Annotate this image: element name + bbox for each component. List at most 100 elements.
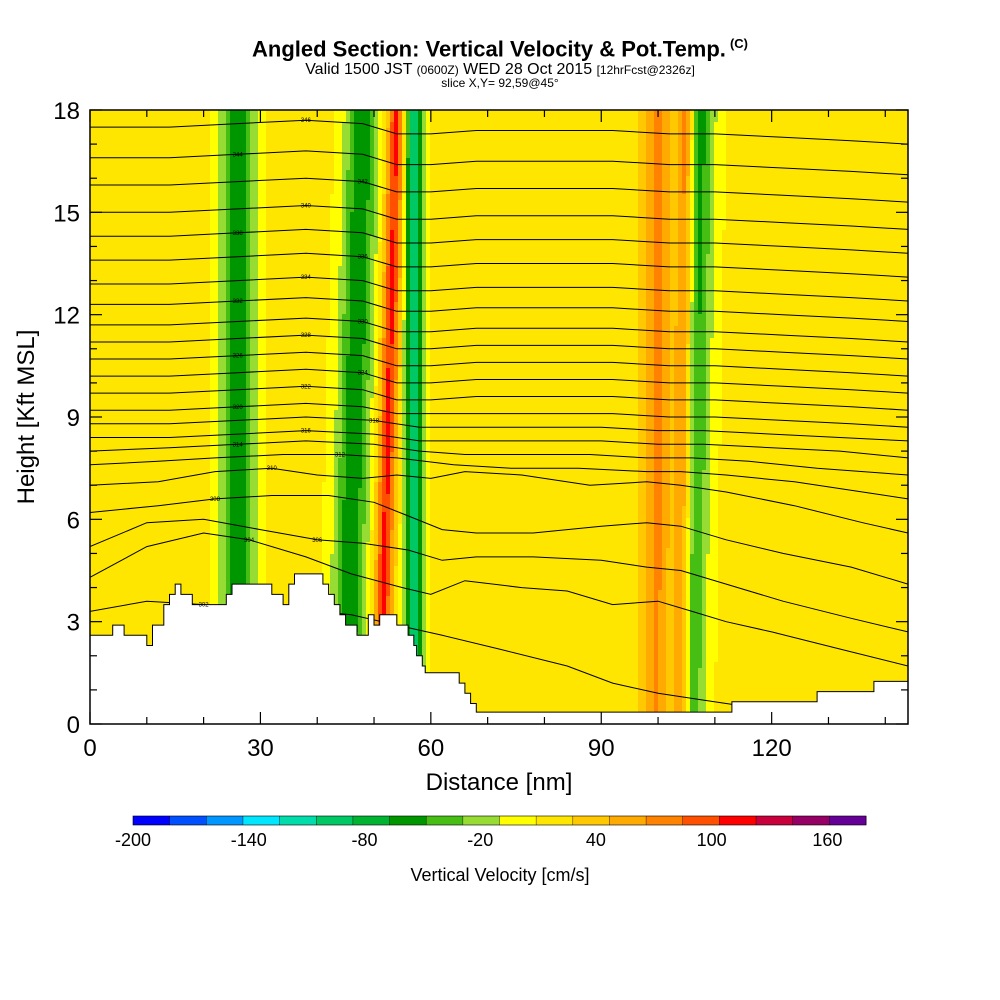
x-tick-label: 0 [83, 735, 96, 762]
colorbar-swatch [242, 816, 281, 825]
colorbar-swatch [719, 816, 757, 825]
colorbar-tick-label: -140 [231, 830, 267, 850]
theta-isoline [90, 204, 908, 230]
colorbar-label: Vertical Velocity [cm/s] [410, 865, 589, 885]
theta-isoline [90, 518, 908, 633]
colorbar-swatch [756, 816, 794, 825]
chart-title-tag: (C) [729, 36, 748, 51]
chart-title: Angled Section: Vertical Velocity & Pot.… [0, 36, 1000, 62]
colorbar-swatch [499, 816, 537, 825]
colorbar: -200 -140 -80 -20 40 100 160 [115, 815, 867, 850]
theta-isoline-label: 314 [233, 442, 244, 448]
colorbar-tick-label: 40 [586, 830, 606, 850]
colorbar-swatch [352, 816, 391, 825]
colorbar-swatch [426, 816, 464, 825]
y-tick-label: 18 [53, 98, 80, 125]
theta-isoline [90, 177, 908, 203]
theta-isoline [90, 351, 908, 377]
colorbar-swatch [609, 816, 647, 825]
theta-isoline-label: 310 [267, 466, 278, 472]
theta-isoline [90, 150, 908, 176]
y-tick-label: 12 [53, 303, 80, 330]
y-tick-label: 0 [67, 712, 80, 739]
colorbar-swatch [462, 816, 500, 825]
x-tick-label: 90 [588, 735, 615, 762]
theta-isoline [90, 297, 908, 322]
theta-isoline [90, 119, 908, 145]
theta-isoline [90, 416, 908, 442]
terrain [89, 573, 909, 725]
chart-title-text: Angled Section: Vertical Velocity & Pot.… [252, 36, 726, 62]
theta-isoline-label: 328 [301, 333, 312, 339]
colorbar-swatch [133, 816, 171, 825]
theta-isoline [90, 467, 908, 534]
colorbar-swatch [169, 816, 207, 825]
theta-isoline-label: 346 [301, 118, 312, 124]
valid-time-label: Valid 1500 JST [305, 61, 413, 78]
theta-isoline [90, 532, 908, 667]
theta-isoline-label: 322 [301, 384, 312, 390]
theta-isoline-label: 304 [244, 538, 255, 544]
theta-isoline [90, 252, 908, 278]
theta-isoline [90, 440, 908, 476]
theta-isoline-label: 326 [233, 354, 244, 360]
theta-isoline-label: 324 [358, 371, 369, 377]
theta-isolines [90, 119, 908, 708]
theta-isoline-label: 320 [233, 405, 244, 411]
colorbar-swatch [206, 816, 244, 825]
theta-isoline [90, 430, 908, 459]
theta-isoline-label: 338 [233, 231, 244, 237]
theta-isoline [90, 495, 908, 585]
theta-isoline-label: 302 [199, 603, 210, 609]
theta-isoline [90, 402, 908, 428]
axis-ticks: 0 30 60 90 120 0 3 6 9 12 15 18 [53, 98, 908, 762]
x-tick-label: 60 [417, 735, 444, 762]
theta-isoline-label: 312 [335, 453, 346, 459]
theta-isoline-label: 342 [358, 180, 369, 186]
y-tick-label: 9 [67, 405, 80, 432]
theta-isoline [90, 454, 908, 500]
forecast-label: [12hrFcst@2326z] [596, 63, 695, 77]
colorbar-swatch [646, 816, 684, 825]
x-tick-label: 30 [247, 735, 274, 762]
colorbar-swatch [316, 816, 354, 825]
theta-isoline [90, 368, 908, 394]
theta-isoline-label: 344 [233, 152, 244, 158]
theta-isoline [90, 334, 908, 360]
y-tick-label: 6 [67, 507, 80, 534]
colorbar-swatch [829, 816, 867, 825]
colorbar-tick-label: 160 [812, 830, 842, 850]
theta-isoline-label: 318 [369, 418, 380, 424]
y-tick-label: 3 [67, 610, 80, 637]
theta-isoline-label: 308 [210, 497, 221, 503]
colorbar-swatch [572, 816, 610, 825]
slice-label: slice X,Y= 92,59@45° [441, 76, 559, 90]
theta-isoline-label: 332 [233, 299, 244, 305]
theta-isoline-label: 306 [312, 538, 323, 544]
colorbar-swatch [279, 816, 317, 825]
theta-isoline [90, 276, 908, 302]
colorbar-tick-label: -200 [115, 830, 151, 850]
colorbar-swatch [682, 816, 720, 825]
colorbar-tick-label: 100 [697, 830, 727, 850]
theta-isoline-label: 330 [358, 319, 369, 325]
y-tick-label: 15 [53, 200, 80, 227]
theta-isoline-label: 316 [301, 429, 312, 435]
theta-labels: 302 304 306 308 310 312 314 316 318 320 322 324 326 3… [199, 118, 380, 608]
colorbar-tick-label: -20 [467, 830, 493, 850]
x-axis-label: Distance [nm] [426, 769, 573, 796]
valid-utc-label: (0600Z) [416, 63, 459, 77]
x-tick-label: 120 [752, 735, 792, 762]
colorbar-swatch [536, 816, 574, 825]
theta-isoline-label: 334 [301, 275, 312, 281]
theta-isoline-label: 336 [358, 255, 369, 261]
colorbar-swatch [389, 816, 427, 825]
colorbar-tick-label: -80 [351, 830, 377, 850]
chart-subtitle: Valid 1500 JST (0600Z) WED 28 Oct 2015 [… [0, 61, 1000, 79]
theta-isoline-label: 340 [301, 204, 312, 210]
valid-date-label: WED 28 Oct 2015 [463, 61, 593, 78]
y-axis-label: Height [Kft MSL] [13, 330, 40, 505]
theta-isoline [90, 228, 908, 254]
theta-isoline [90, 385, 908, 411]
